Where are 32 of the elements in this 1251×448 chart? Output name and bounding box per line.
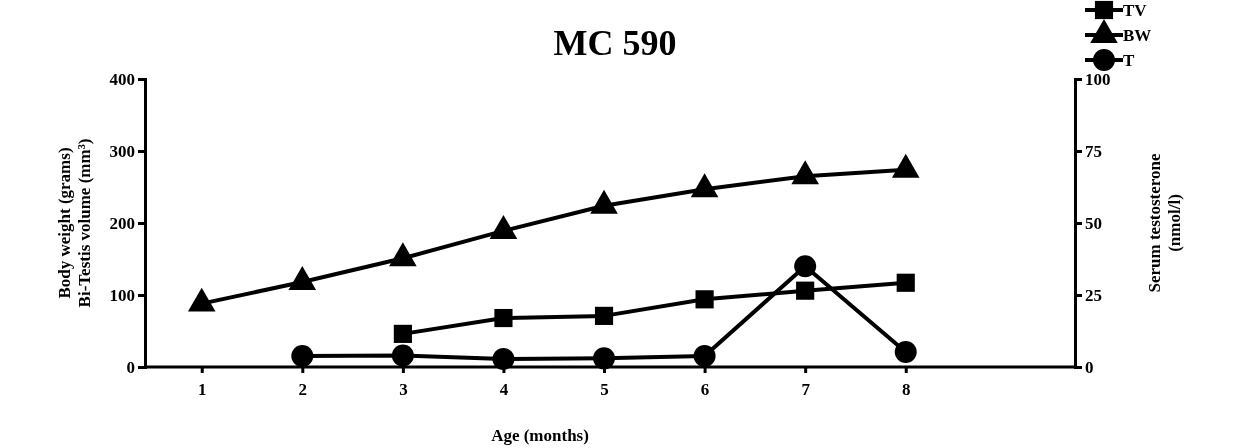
y2-tick-label: 50: [1085, 213, 1102, 233]
x-tick-label: 3: [399, 380, 408, 400]
x-tick-label: 6: [700, 380, 710, 400]
y-tick-label: 400: [109, 69, 135, 89]
x-axis-title: Age (months): [491, 426, 589, 445]
x-tick-label: 4: [499, 380, 509, 400]
point: [794, 255, 817, 278]
x-tick-label: 1: [197, 380, 207, 400]
point: [391, 344, 414, 367]
point: [693, 345, 716, 368]
point: [291, 345, 314, 368]
point: [492, 347, 515, 370]
y2-axis-title: Serum testosterone (nmol/l): [1145, 153, 1184, 293]
y2-tick-label: 100: [1085, 69, 1111, 89]
y-tick-label: 100: [109, 285, 135, 305]
y2-tick-label: 75: [1085, 141, 1102, 161]
legend-label: BW: [1123, 26, 1152, 45]
y2-tick-label: 0: [1085, 357, 1094, 377]
y-tick-label: 200: [109, 213, 135, 233]
point: [593, 347, 616, 370]
y-tick-label: 0: [126, 357, 135, 377]
x-tick-label: 7: [801, 380, 811, 400]
x-tick-label: 8: [901, 380, 911, 400]
legend-label: TV: [1123, 1, 1148, 20]
y-tick-label: 300: [109, 141, 135, 161]
x-tick-label: 2: [298, 380, 308, 400]
legend-label: T: [1123, 51, 1135, 70]
point: [894, 341, 917, 363]
chart-title: MC 590: [553, 23, 677, 63]
y-axis-title: Body weight (grams) Bi-Testis volume (mm³): [55, 138, 94, 308]
y2-tick-label: 25: [1085, 285, 1102, 305]
x-tick-label: 5: [600, 380, 609, 400]
